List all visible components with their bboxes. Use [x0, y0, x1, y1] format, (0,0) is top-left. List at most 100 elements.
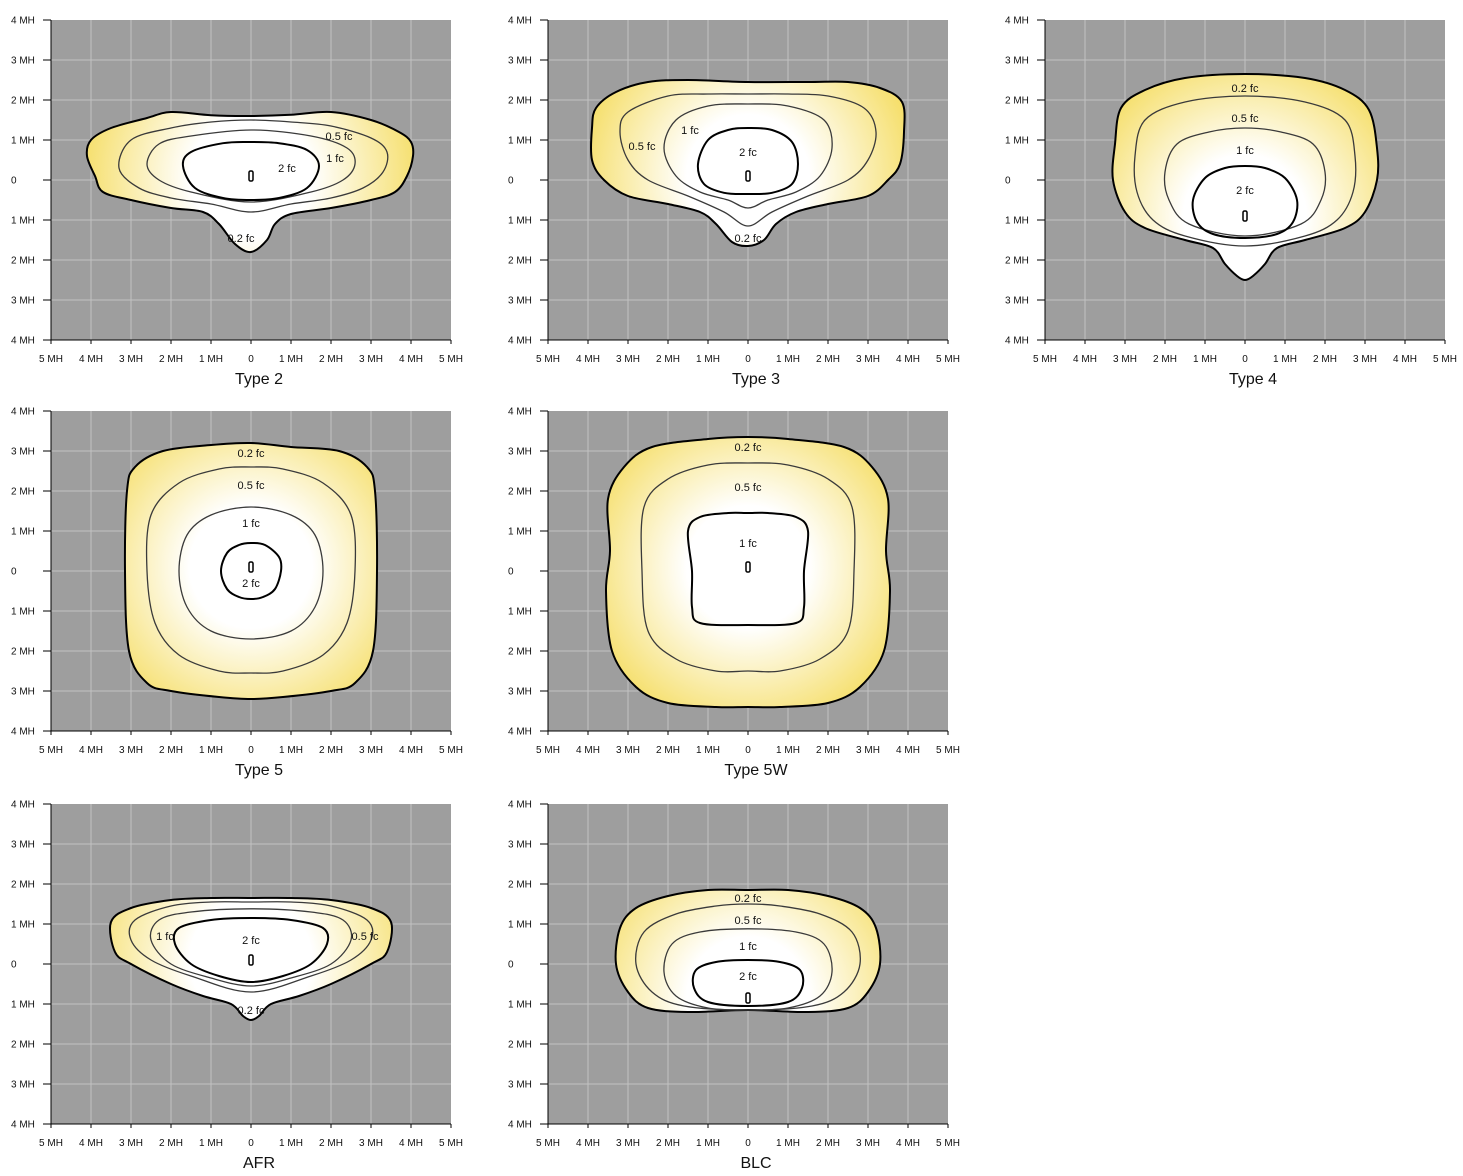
y-tick-label: 2 MH	[11, 487, 35, 498]
contour-line	[1133, 95, 1357, 247]
x-tick-label: 5 MH	[439, 354, 463, 365]
contour-line	[128, 901, 374, 993]
contour-line	[219, 541, 283, 601]
x-tick-label: 0	[248, 1138, 254, 1149]
y-tick-label: 4 MH	[11, 336, 35, 347]
y-tick-label: 1 MH	[508, 527, 532, 538]
y-tick-label: 3 MH	[508, 447, 532, 458]
x-tick-label: 1 MH	[1273, 354, 1297, 365]
contour-line	[123, 441, 379, 701]
x-tick-label: 2 MH	[159, 1138, 183, 1149]
x-tick-label: 5 MH	[439, 745, 463, 756]
x-tick-label: 1 MH	[696, 354, 720, 365]
x-tick-label: 3 MH	[616, 354, 640, 365]
y-tick-label: 3 MH	[11, 447, 35, 458]
x-tick-label: 5 MH	[39, 745, 63, 756]
y-tick-label: 0	[11, 567, 17, 578]
x-tick-label: 3 MH	[856, 354, 880, 365]
x-tick-label: 4 MH	[399, 354, 423, 365]
chart-title: Type 4	[1229, 371, 1277, 388]
contour-label: 0.5 fc	[326, 131, 353, 143]
contour-label: 2 fc	[242, 935, 260, 947]
y-tick-label: 3 MH	[508, 1080, 532, 1091]
x-tick-label: 5 MH	[39, 354, 63, 365]
x-tick-label: 2 MH	[159, 745, 183, 756]
x-tick-label: 2 MH	[656, 745, 680, 756]
y-tick-label: 1 MH	[11, 1000, 35, 1011]
contour-line	[149, 908, 353, 987]
x-tick-label: 1 MH	[776, 1138, 800, 1149]
x-tick-label: 4 MH	[576, 354, 600, 365]
x-tick-label: 3 MH	[616, 1138, 640, 1149]
x-tick-label: 2 MH	[159, 354, 183, 365]
y-tick-label: 0	[11, 176, 17, 187]
x-tick-label: 4 MH	[399, 745, 423, 756]
y-tick-label: 4 MH	[508, 16, 532, 27]
y-tick-label: 1 MH	[508, 1000, 532, 1011]
y-tick-label: 3 MH	[508, 687, 532, 698]
contour-line	[663, 928, 833, 1011]
x-tick-label: 1 MH	[1193, 354, 1217, 365]
contour-line	[172, 916, 330, 984]
x-tick-label: 3 MH	[856, 745, 880, 756]
y-tick-label: 4 MH	[11, 407, 35, 418]
x-tick-label: 1 MH	[696, 1138, 720, 1149]
y-tick-label: 2 MH	[11, 647, 35, 658]
x-tick-label: 2 MH	[319, 354, 343, 365]
lit-area-fill	[1112, 74, 1379, 280]
chart-0: 0.2 fc 0.5 fc 1 fc 2 fc 4 MH 3 MH 2 MH 1 MH 0 1 M…	[11, 16, 463, 389]
y-tick-label: 1 MH	[11, 216, 35, 227]
x-tick-label: 0	[745, 354, 751, 365]
x-tick-label: 1 MH	[279, 354, 303, 365]
x-tick-label: 3 MH	[119, 1138, 143, 1149]
chart-title: Type 5	[235, 762, 283, 779]
contour-line	[691, 958, 805, 1008]
x-tick-label: 4 MH	[1073, 354, 1097, 365]
y-tick-label: 0	[1005, 176, 1011, 187]
contour-line	[1191, 165, 1299, 240]
x-tick-label: 1 MH	[776, 354, 800, 365]
x-tick-label: 5 MH	[439, 1138, 463, 1149]
x-tick-label: 3 MH	[119, 354, 143, 365]
y-tick-label: 4 MH	[508, 727, 532, 738]
chart-title: BLC	[740, 1155, 771, 1172]
contour-label: 0.5 fc	[629, 141, 656, 153]
y-tick-label: 1 MH	[508, 607, 532, 618]
x-tick-label: 4 MH	[896, 354, 920, 365]
x-tick-label: 1 MH	[776, 745, 800, 756]
fixture-marker	[248, 170, 254, 182]
y-tick-label: 2 MH	[11, 256, 35, 267]
contour-label: 2 fc	[739, 971, 757, 983]
x-tick-label: 4 MH	[896, 745, 920, 756]
y-tick-label: 4 MH	[11, 800, 35, 811]
contour-label: 0.2 fc	[1232, 83, 1259, 95]
fixture-marker	[1242, 210, 1248, 222]
y-tick-label: 1 MH	[11, 527, 35, 538]
y-tick-label: 3 MH	[508, 840, 532, 851]
x-tick-label: 5 MH	[536, 745, 560, 756]
contour-line	[640, 462, 856, 673]
y-tick-label: 2 MH	[1005, 96, 1029, 107]
chart-title: Type 2	[235, 371, 283, 388]
x-tick-label: 5 MH	[936, 1138, 960, 1149]
contour-label: 0.2 fc	[228, 233, 255, 245]
y-tick-label: 1 MH	[508, 920, 532, 931]
contour-line	[619, 93, 877, 227]
x-tick-label: 2 MH	[816, 1138, 840, 1149]
chart-1: 0.2 fc 0.5 fc 1 fc 2 fc 4 MH 3 MH 2 MH 1 MH 0 1 M…	[508, 16, 960, 389]
x-tick-label: 4 MH	[576, 745, 600, 756]
contour-line	[696, 126, 800, 196]
contour-line	[109, 896, 393, 1022]
contour-line	[146, 129, 356, 203]
contour-line	[181, 140, 321, 201]
contour-line	[604, 435, 892, 709]
contour-line	[178, 506, 324, 640]
y-tick-label: 0	[508, 176, 514, 187]
y-tick-label: 3 MH	[11, 56, 35, 67]
y-tick-label: 2 MH	[508, 1040, 532, 1051]
x-tick-label: 2 MH	[816, 745, 840, 756]
contour-label: 2 fc	[242, 578, 260, 590]
x-tick-label: 0	[745, 745, 751, 756]
x-tick-label: 5 MH	[936, 354, 960, 365]
